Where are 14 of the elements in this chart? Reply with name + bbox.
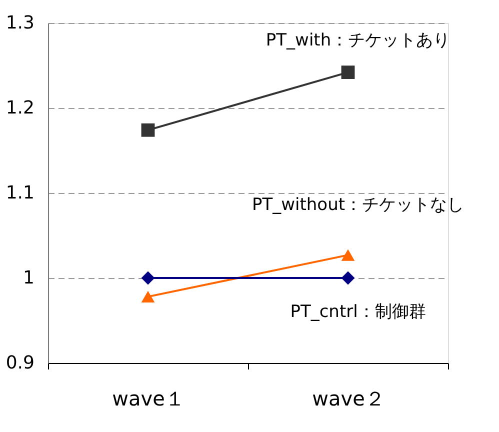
point — [341, 66, 355, 80]
point — [141, 271, 155, 285]
y-tick-label: 1.1 — [6, 182, 34, 204]
x-tick-label: wave１ — [112, 386, 185, 410]
series-label: PT_cntrl：制御群 — [290, 302, 426, 322]
y-tick-label: 1.3 — [6, 12, 34, 34]
text: PT_without：チケットなし — [252, 195, 464, 216]
point — [341, 271, 355, 285]
x-tick-label: wave２ — [312, 386, 385, 410]
series-label: PT_with：チケットあり — [266, 30, 450, 50]
y-tick-label: 0.9 — [6, 352, 34, 374]
y-tick-label: 1.2 — [6, 98, 34, 118]
point — [141, 123, 155, 137]
y-tick-label: 1 — [23, 268, 34, 288]
